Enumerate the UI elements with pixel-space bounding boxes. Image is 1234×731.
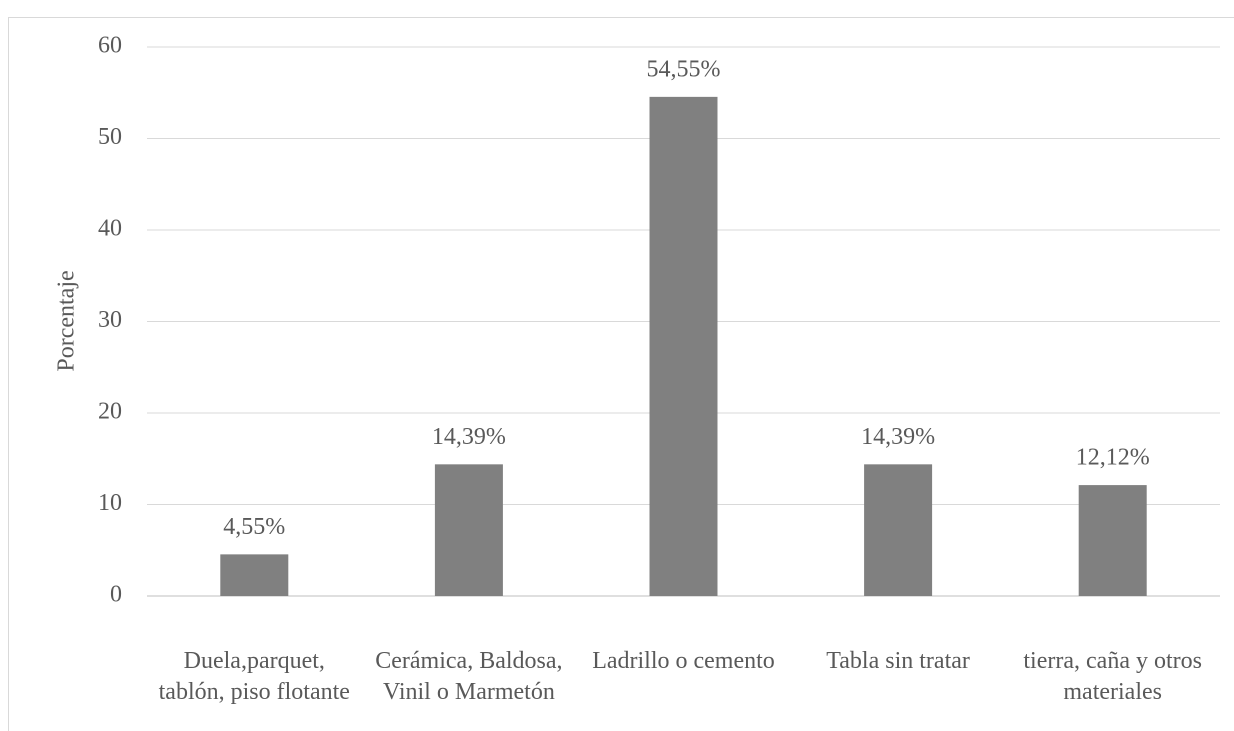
x-tick-label: Duela,parquet, tablón, piso flotante (158, 648, 350, 705)
chart-border (8, 17, 1234, 731)
data-label: 14,39% (432, 424, 506, 450)
x-tick-label: Cerámica, Baldosa, Vinil o Marmetón (375, 648, 563, 705)
bar (1078, 485, 1147, 596)
bar (649, 96, 718, 597)
data-label: 54,55% (647, 56, 721, 82)
y-tick-label: 20 (98, 399, 122, 425)
x-tick-label: Tabla sin tratar (826, 648, 970, 674)
y-tick-label: 60 (98, 33, 122, 59)
data-label: 4,55% (223, 514, 285, 540)
data-label: 14,39% (861, 424, 935, 450)
bar (434, 464, 503, 596)
y-axis-label: Porcentaje (54, 270, 80, 371)
y-tick-label: 40 (98, 216, 122, 242)
y-tick-label: 30 (98, 307, 122, 333)
x-tick-label: Ladrillo o cemento (592, 648, 775, 674)
x-tick-label: tierra, caña y otros materiales (1023, 648, 1202, 705)
bar (220, 554, 289, 596)
y-tick-label: 50 (98, 124, 122, 150)
data-label: 12,12% (1076, 445, 1150, 471)
y-tick-label: 0 (110, 582, 122, 608)
bar (864, 464, 933, 596)
y-tick-label: 10 (98, 490, 122, 516)
